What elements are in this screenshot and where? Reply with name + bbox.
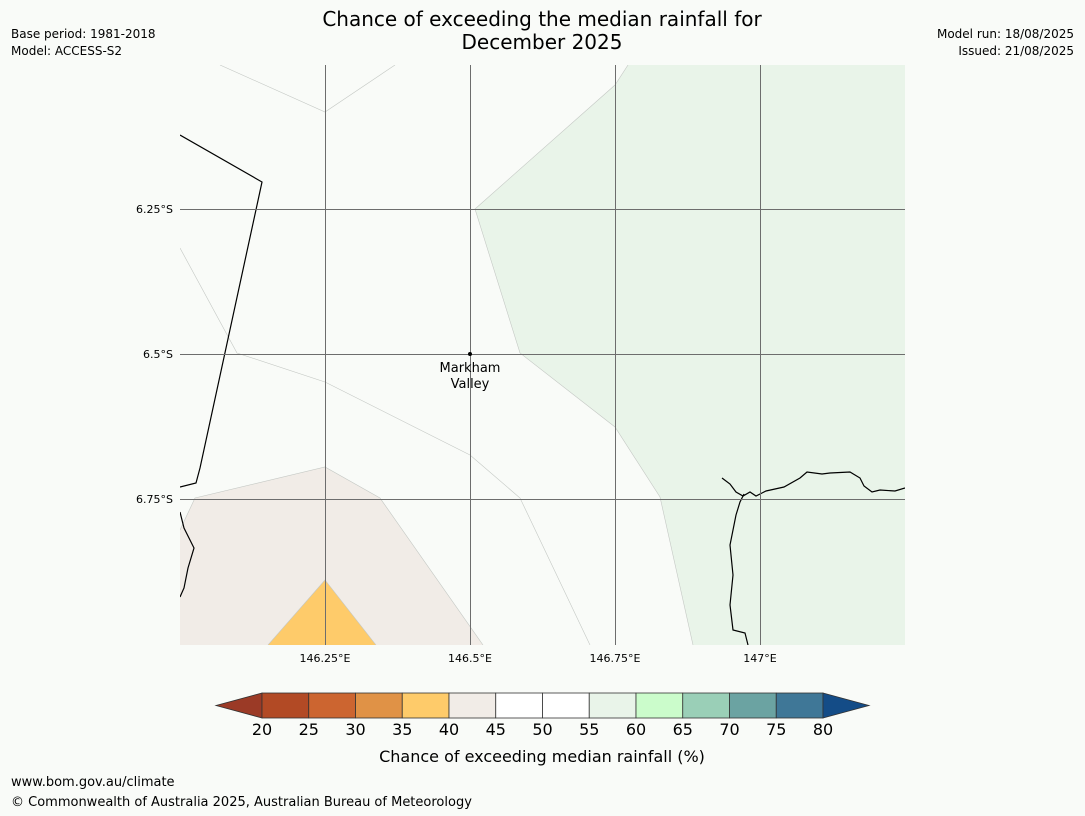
coastline [180,134,905,645]
place-label-line-1: Markham [440,361,501,376]
title-line-2: December 2025 [461,30,623,54]
colorbar-segment [448,692,497,719]
region-40-45 [180,467,483,645]
model-run-text: Model run: 18/08/2025 [936,27,1074,41]
colorbar-extend-low [214,692,263,719]
colorbar-segment [495,692,543,719]
colorbar-tick-label: 70 [719,720,739,739]
footer-copyright: © Commonwealth of Australia 2025, Austra… [11,795,472,810]
map-area [180,65,905,645]
colorbar-tick-label: 25 [299,720,319,739]
colorbar-tick-label: 35 [392,720,412,739]
title-line-1: Chance of exceeding the median rainfall … [322,7,762,31]
colorbar-segment [775,692,824,719]
lat-label-650: 6.5°S [143,348,173,361]
colorbar-tick-label: 55 [579,720,599,739]
colorbar-tick-label: 65 [673,720,693,739]
colorbar-tick-label: 75 [766,720,786,739]
chart-title: Chance of exceeding the median rainfall … [292,8,792,54]
colorbar-segment [729,692,777,719]
colorbar-tick-label: 80 [813,720,833,739]
lon-label-1465: 146.5°E [448,652,492,665]
lon-label-147: 147°E [743,652,776,665]
colorbar-segment [682,692,730,719]
lon-label-14625: 146.25°E [300,652,351,665]
base-period-text: Base period: 1981-2018 [11,27,156,41]
footer-url: www.bom.gov.au/climate [11,775,175,790]
place-label-markham-valley: Markham Valley [440,361,501,392]
model-text: Model: ACCESS-S2 [11,44,123,58]
colorbar-segment [261,692,310,719]
colorbar-segment [542,692,590,719]
colorbar-label: Chance of exceeding median rainfall (%) [379,747,705,766]
colorbar-segment [401,692,450,719]
lat-label-625: 6.25°S [136,203,173,216]
colorbar-segment [308,692,356,719]
meta-left: Base period: 1981-2018 Model: ACCESS-S2 [11,26,156,60]
colorbar: 20 25 30 35 40 45 50 55 60 65 70 75 80 [214,692,871,739]
colorbar-tick-label: 60 [626,720,646,739]
colorbar-tick-label: 40 [439,720,459,739]
colorbar-tick-label: 45 [486,720,506,739]
lon-axis-labels: 146.25°E 146.5°E 146.75°E 147°E [300,652,777,665]
region-35-40 [268,580,376,645]
colorbar-tick-label: 30 [345,720,365,739]
lon-label-14675: 146.75°E [590,652,641,665]
colorbar-extend-high [822,692,871,719]
place-label-line-2: Valley [451,377,490,392]
colorbar-segment [635,692,684,719]
colorbar-tick-label: 20 [252,720,272,739]
issued-text: Issued: 21/08/2025 [958,44,1074,58]
lat-label-675: 6.75°S [136,493,173,506]
colorbar-segment [588,692,637,719]
colorbar-tick-label: 50 [532,720,552,739]
lat-axis-labels: 6.25°S 6.5°S 6.75°S [136,203,173,506]
meta-right: Model run: 18/08/2025 Issued: 21/08/2025 [937,26,1074,60]
place-marker-markham-valley [468,352,472,356]
colorbar-segment [355,692,403,719]
